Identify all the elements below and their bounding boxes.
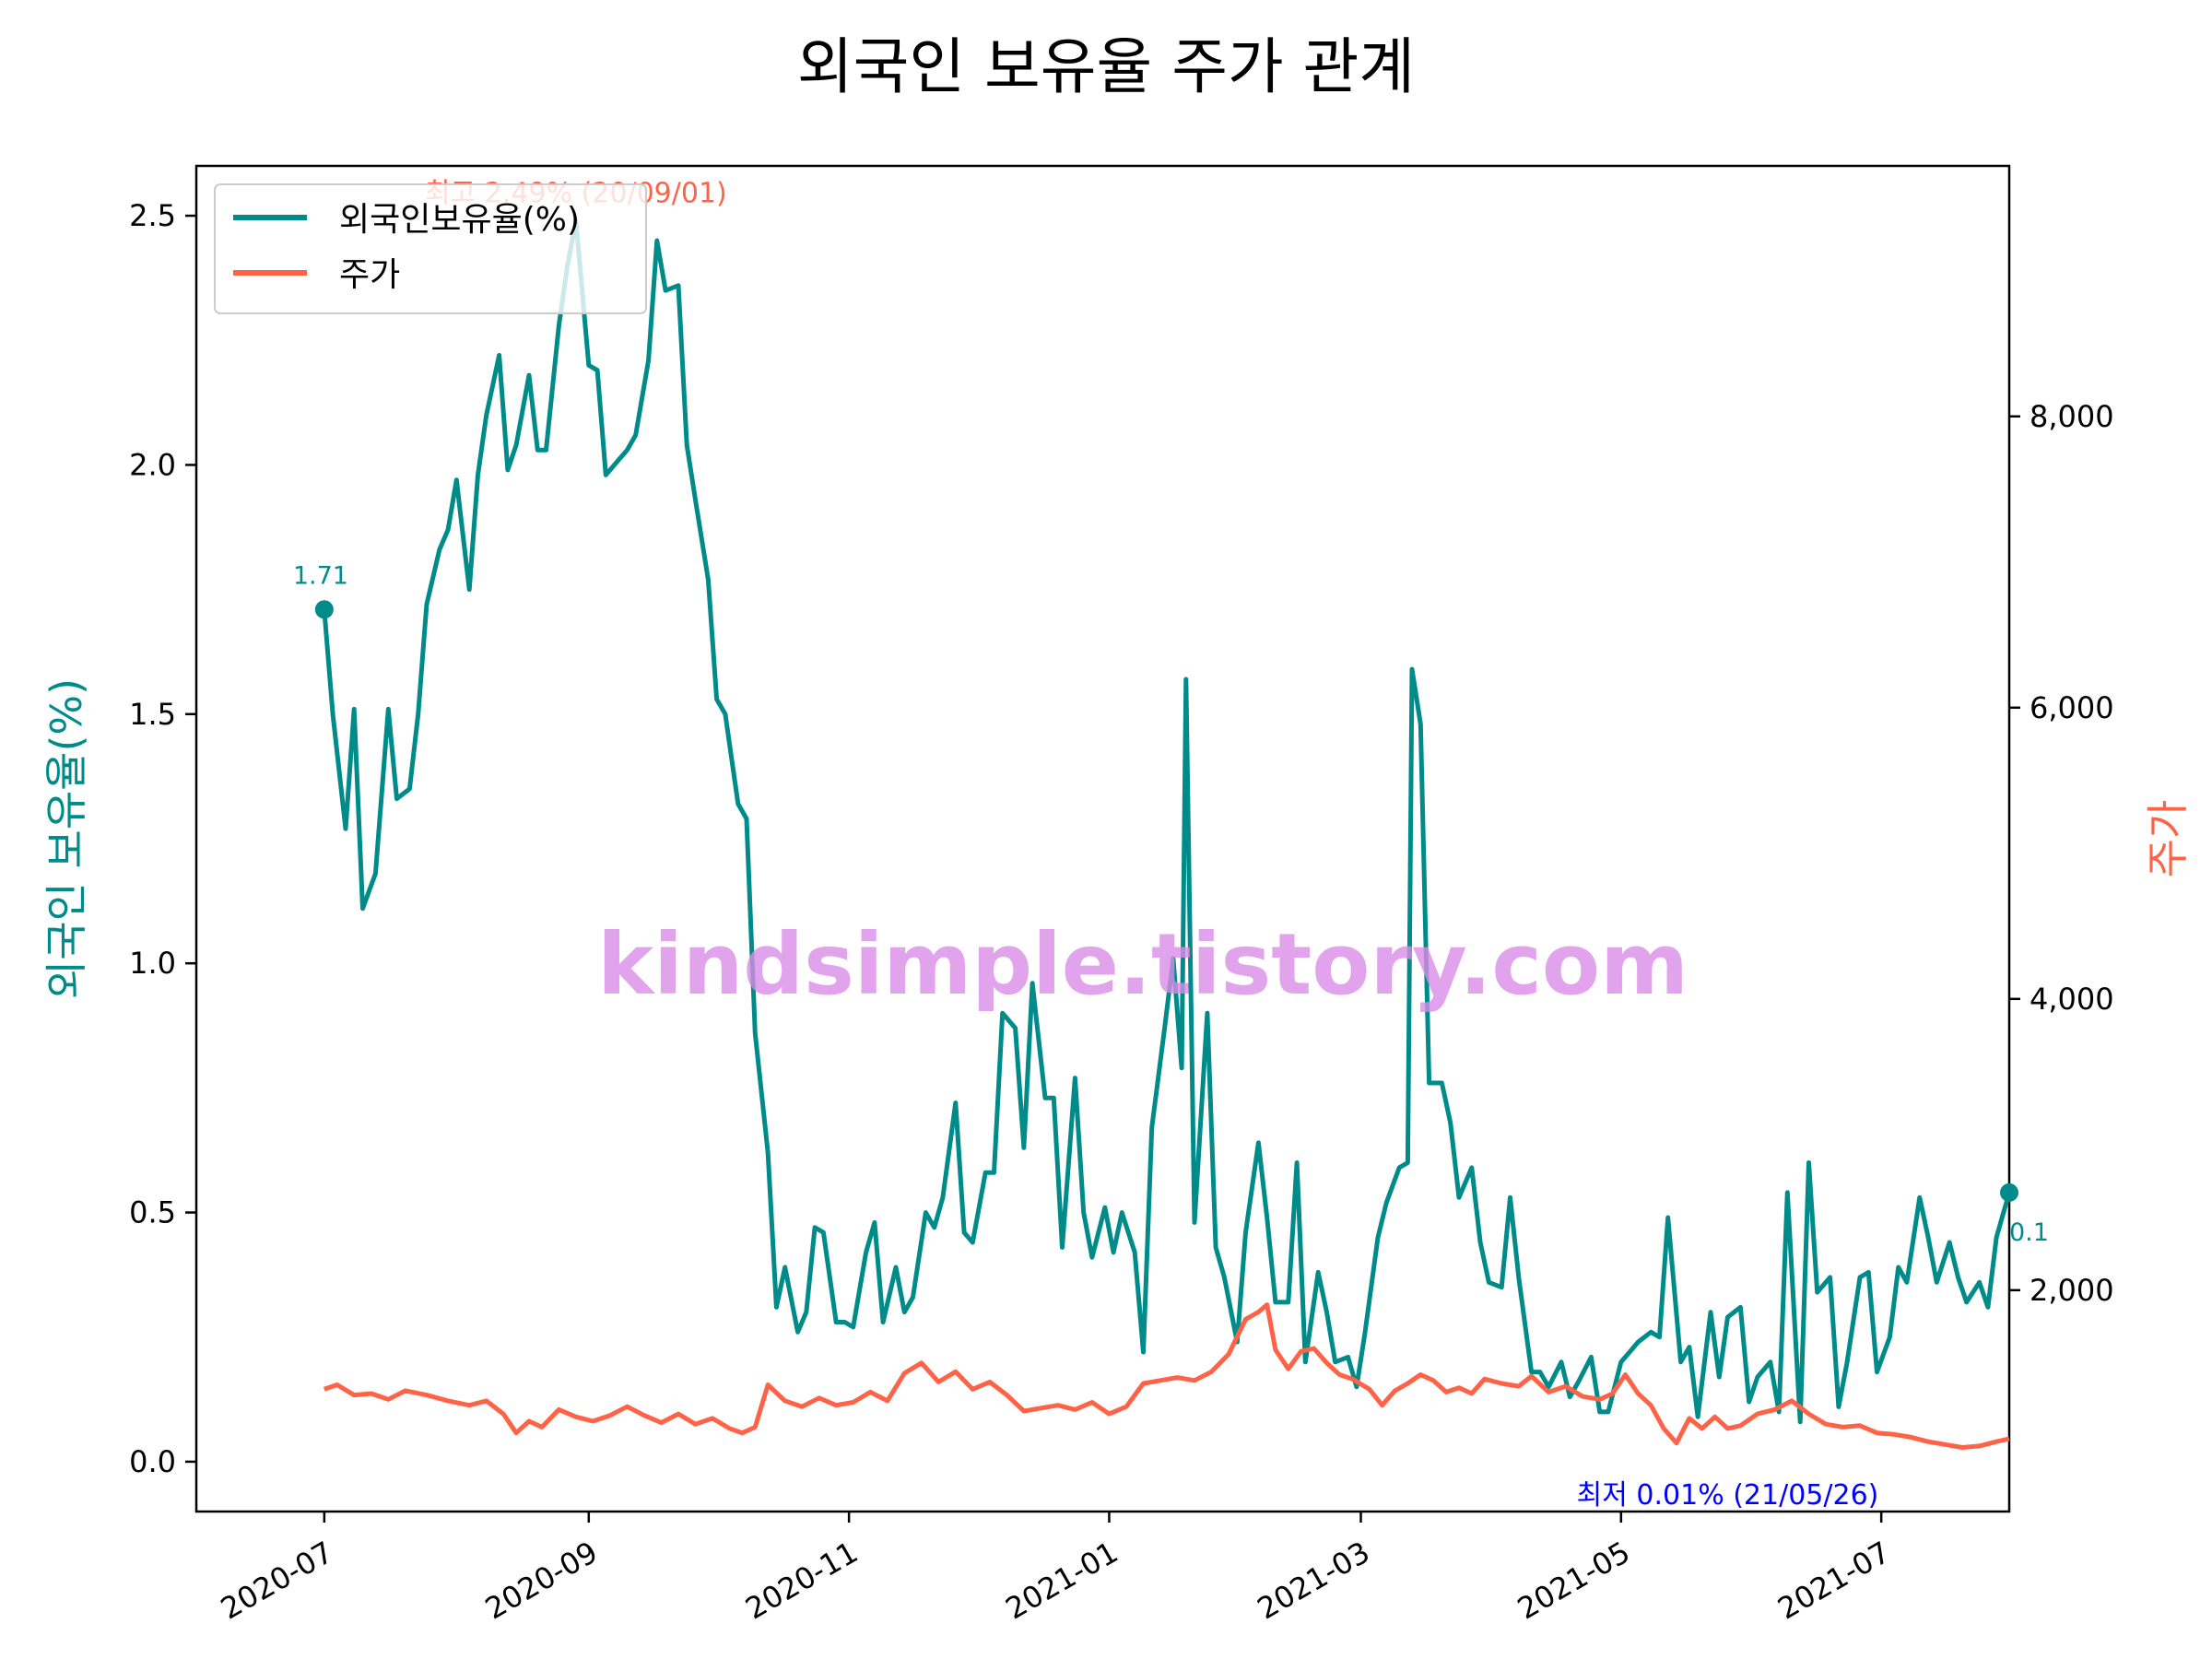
- x-axis: 2020-07 2020-09 2020-11 2021-01 2021-03 2021-…: [215, 1512, 1896, 1627]
- end-marker: [2000, 1182, 2018, 1202]
- series-layer: [322, 218, 2012, 1450]
- y-right-tick-label: 6,000: [2030, 690, 2114, 725]
- y-right-tick-label: 2,000: [2030, 1273, 2114, 1308]
- x-tick-label: 2021-01: [1000, 1535, 1124, 1627]
- x-tick-label: 2021-07: [1771, 1535, 1896, 1627]
- y-axis-right-label: 주가: [2143, 800, 2193, 878]
- end-value-label: 0.1: [2009, 1218, 2049, 1247]
- plot-area: [194, 164, 2011, 1513]
- y-axis-left: 0.0 0.5 1.0 1.5 2.0 2.5: [129, 198, 196, 1479]
- legend-box: [214, 183, 647, 314]
- y-left-tick-label: 0.5: [129, 1195, 176, 1230]
- legend: 외국인보유율(%) 주가: [214, 183, 647, 314]
- y-axis-left-label: 외국인 보유율(%): [41, 678, 91, 999]
- y-axis-right: 2,000 4,000 6,000 8,000: [2009, 399, 2114, 1308]
- annotations: 1.710.1최고 2.49% (20/09/01)최저 0.01% (21/0…: [293, 177, 2049, 1512]
- y-left-tick-label: 2.0: [129, 447, 176, 482]
- series-line-price: [323, 1302, 2010, 1450]
- plot-frame: [194, 164, 2011, 1513]
- y-left-tick-label: 1.5: [129, 697, 176, 732]
- min-annotation: 최저 0.01% (21/05/26): [1577, 1479, 1879, 1512]
- legend-label-holding: 외국인보유율(%): [339, 201, 580, 239]
- legend-label-price: 주가: [339, 256, 400, 294]
- x-tick-label: 2021-05: [1512, 1535, 1636, 1627]
- y-right-tick-label: 8,000: [2030, 399, 2114, 434]
- x-tick-label: 2021-03: [1252, 1535, 1376, 1627]
- y-left-tick-label: 0.0: [129, 1444, 176, 1479]
- watermark: kindsimple.tistory.com: [597, 915, 1688, 1014]
- start-value-label: 1.71: [293, 561, 348, 590]
- x-tick-label: 2020-07: [215, 1535, 339, 1627]
- y-left-tick-label: 1.0: [129, 946, 176, 981]
- x-tick-label: 2020-11: [739, 1535, 864, 1627]
- y-right-tick-label: 4,000: [2030, 982, 2114, 1017]
- y-left-tick-label: 2.5: [129, 198, 176, 233]
- chart-title: 외국인 보유율 주가 관계: [797, 31, 1415, 102]
- series-line-holding: [322, 218, 2012, 1425]
- x-tick-label: 2020-09: [479, 1535, 604, 1627]
- start-marker: [314, 600, 334, 619]
